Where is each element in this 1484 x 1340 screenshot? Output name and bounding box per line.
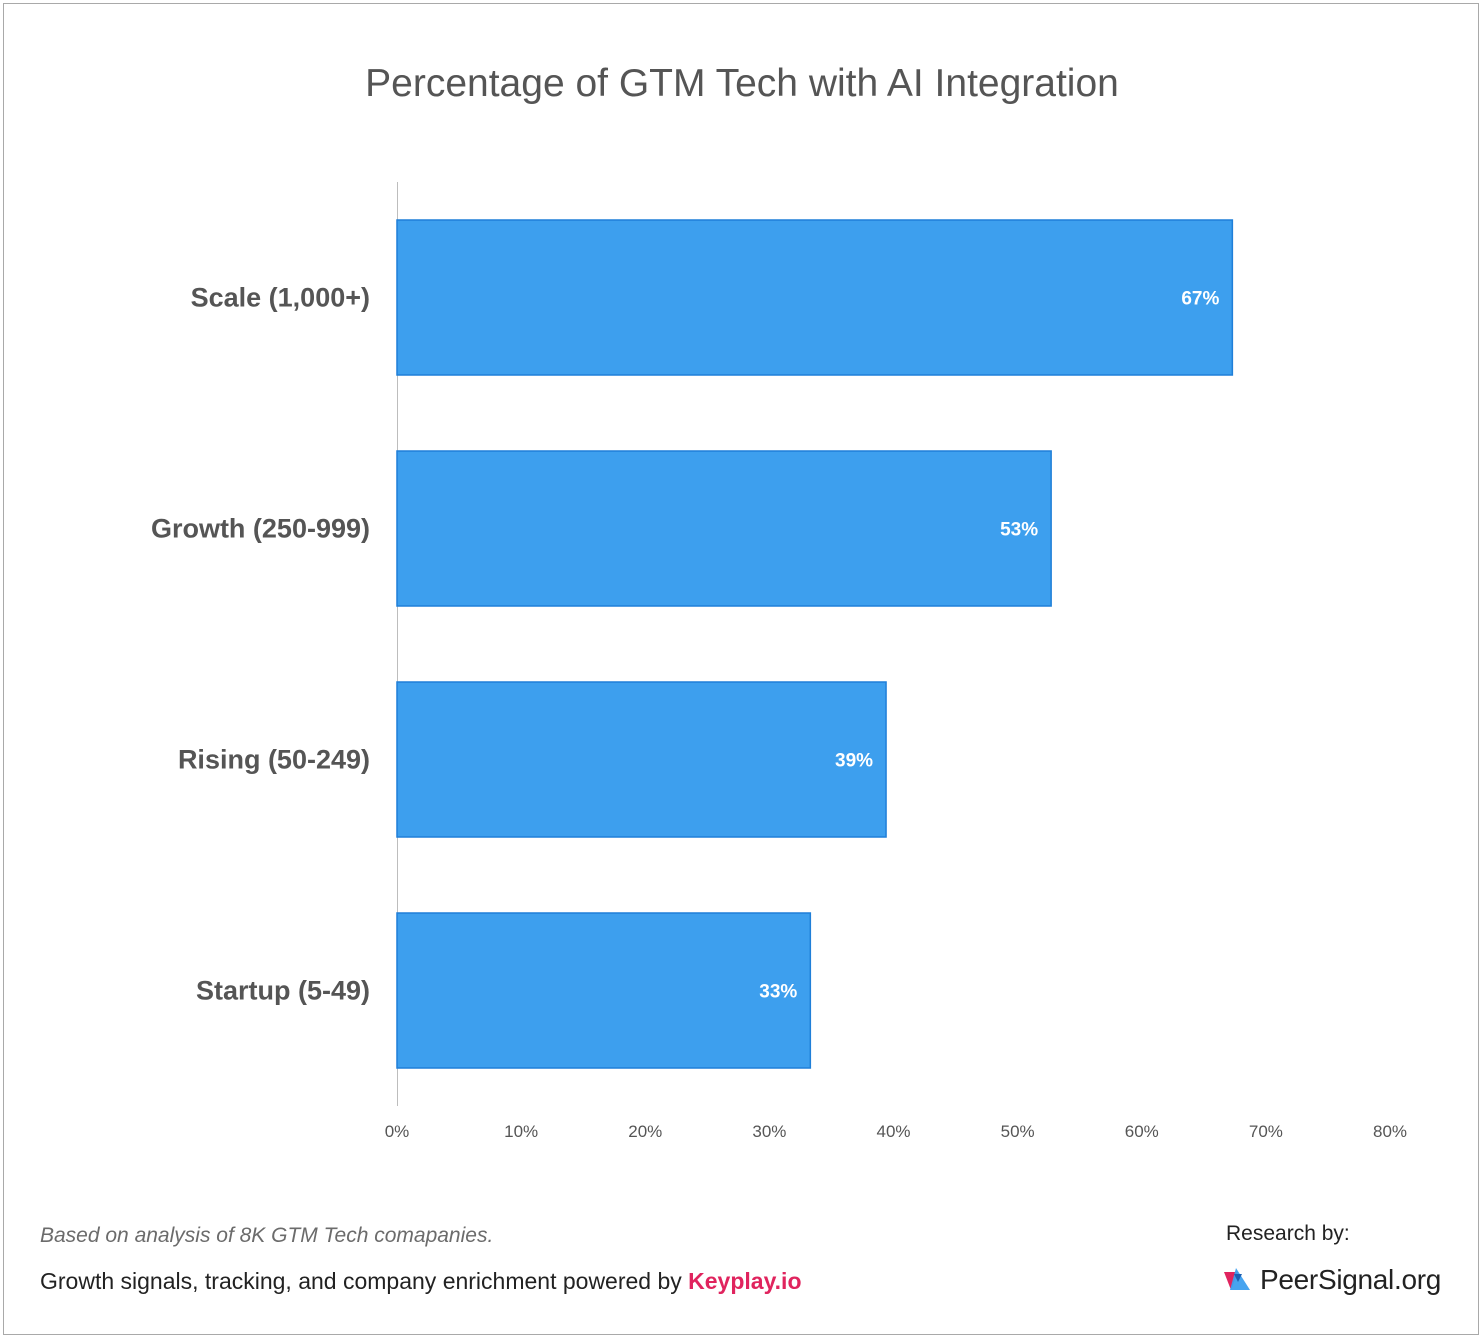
keyplay-link[interactable]: Keyplay.io <box>688 1268 802 1294</box>
x-tick-label-2: 20% <box>628 1122 662 1141</box>
bar-0 <box>396 219 1234 376</box>
peersignal-logo-icon <box>1224 1268 1250 1290</box>
bar-data-label-1: 53% <box>1000 520 1038 541</box>
research-by-label: Research by: <box>1226 1222 1350 1245</box>
bar-1 <box>396 450 1052 607</box>
powered-by-text: Growth signals, tracking, and company en… <box>40 1268 689 1294</box>
x-tick-label-6: 60% <box>1125 1122 1159 1141</box>
chart-title: Percentage of GTM Tech with AI Integrati… <box>365 62 1119 105</box>
powered-by-line: Growth signals, tracking, and company en… <box>40 1268 802 1295</box>
footnote: Based on analysis of 8K GTM Tech comapan… <box>40 1224 494 1247</box>
x-tick-label-5: 50% <box>1001 1122 1035 1141</box>
category-label-0: Scale (1,000+) <box>191 283 370 313</box>
bar-chart: 67% Scale (1,000+) 53% Growth (250-999) 39% R… <box>151 182 1407 1141</box>
peersignal-logo-text: PeerSignal.org <box>1260 1264 1442 1295</box>
category-label-3: Startup (5-49) <box>196 976 370 1006</box>
bar-2 <box>396 681 887 838</box>
bars-group: 67% Scale (1,000+) 53% Growth (250-999) 39% R… <box>151 219 1234 1069</box>
x-tick-label-7: 70% <box>1249 1122 1283 1141</box>
category-label-2: Rising (50-249) <box>178 745 370 775</box>
bar-data-label-2: 39% <box>835 751 873 772</box>
peersignal-logo[interactable]: PeerSignal.org <box>1222 1264 1441 1296</box>
category-label-1: Growth (250-999) <box>151 514 370 544</box>
x-tick-label-1: 10% <box>504 1122 538 1141</box>
bar-3 <box>396 912 812 1069</box>
x-axis-ticks: 0% 10% 20% 30% 40% 50% 60% 70% 80% <box>385 1122 1407 1141</box>
x-tick-label-8: 80% <box>1373 1122 1407 1141</box>
x-tick-label-0: 0% <box>385 1122 410 1141</box>
bar-data-label-3: 33% <box>759 982 797 1003</box>
bar-data-label-0: 67% <box>1181 289 1219 310</box>
x-tick-label-3: 30% <box>752 1122 786 1141</box>
x-tick-label-4: 40% <box>876 1122 910 1141</box>
